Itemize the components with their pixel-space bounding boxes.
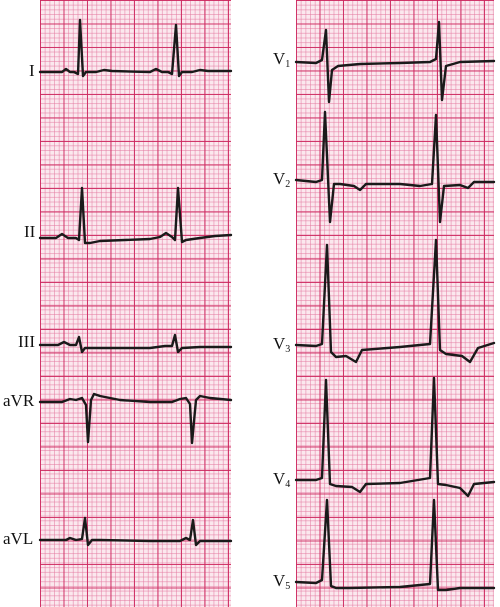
- lead-label-ii: II: [24, 222, 36, 241]
- left-ecg-strip: [40, 0, 231, 607]
- trace-lead-avl: [38, 516, 233, 547]
- lead-label-v5: V5: [273, 571, 291, 592]
- trace-lead-ii: [38, 186, 233, 245]
- lead-label-iii: III: [18, 332, 35, 351]
- trace-lead-avr: [38, 392, 233, 445]
- lead-label-i: I: [29, 61, 35, 80]
- lead-label-v3: V3: [273, 334, 291, 355]
- lead-label-v4: V4: [273, 469, 291, 490]
- lead-label-avl: aVL: [3, 529, 34, 548]
- trace-lead-v4: [294, 376, 496, 498]
- lead-label-v2: V2: [273, 169, 291, 190]
- trace-lead-v5: [294, 498, 496, 592]
- trace-lead-iii: [38, 333, 233, 354]
- lead-label-avr: aVR: [3, 391, 35, 410]
- trace-lead-i: [38, 18, 233, 78]
- trace-lead-v2: [294, 110, 496, 224]
- trace-lead-v3: [294, 238, 496, 364]
- trace-lead-v1: [294, 20, 496, 104]
- lead-label-v1: V1: [273, 49, 291, 70]
